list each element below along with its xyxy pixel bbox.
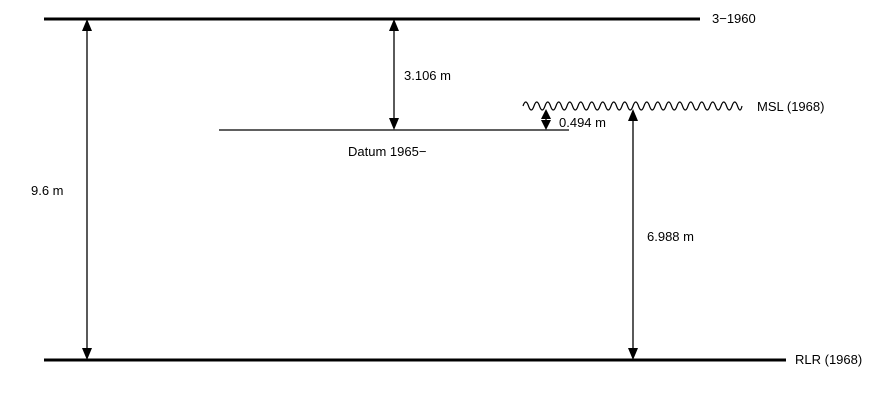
label-dimension-datum-to-msl: 0.494 m — [559, 115, 606, 130]
label-dimension-msl-to-rlr: 6.988 m — [647, 229, 694, 244]
level-line-msl-1968-wave — [522, 101, 743, 111]
label-msl-1968: MSL (1968) — [757, 99, 824, 114]
label-dimension-total: 9.6 m — [31, 183, 64, 198]
dimension-arrow-msl-to-rlr — [628, 109, 638, 360]
label-datum-1965: Datum 1965− — [348, 144, 426, 159]
dimension-arrow-top-to-datum — [389, 19, 399, 130]
dimension-arrow-datum-to-msl — [541, 109, 551, 130]
dimension-arrow-total — [82, 19, 92, 360]
label-rlr-1968: RLR (1968) — [795, 352, 862, 367]
label-3-1960: 3−1960 — [712, 11, 756, 26]
label-dimension-top-to-datum: 3.106 m — [404, 68, 451, 83]
